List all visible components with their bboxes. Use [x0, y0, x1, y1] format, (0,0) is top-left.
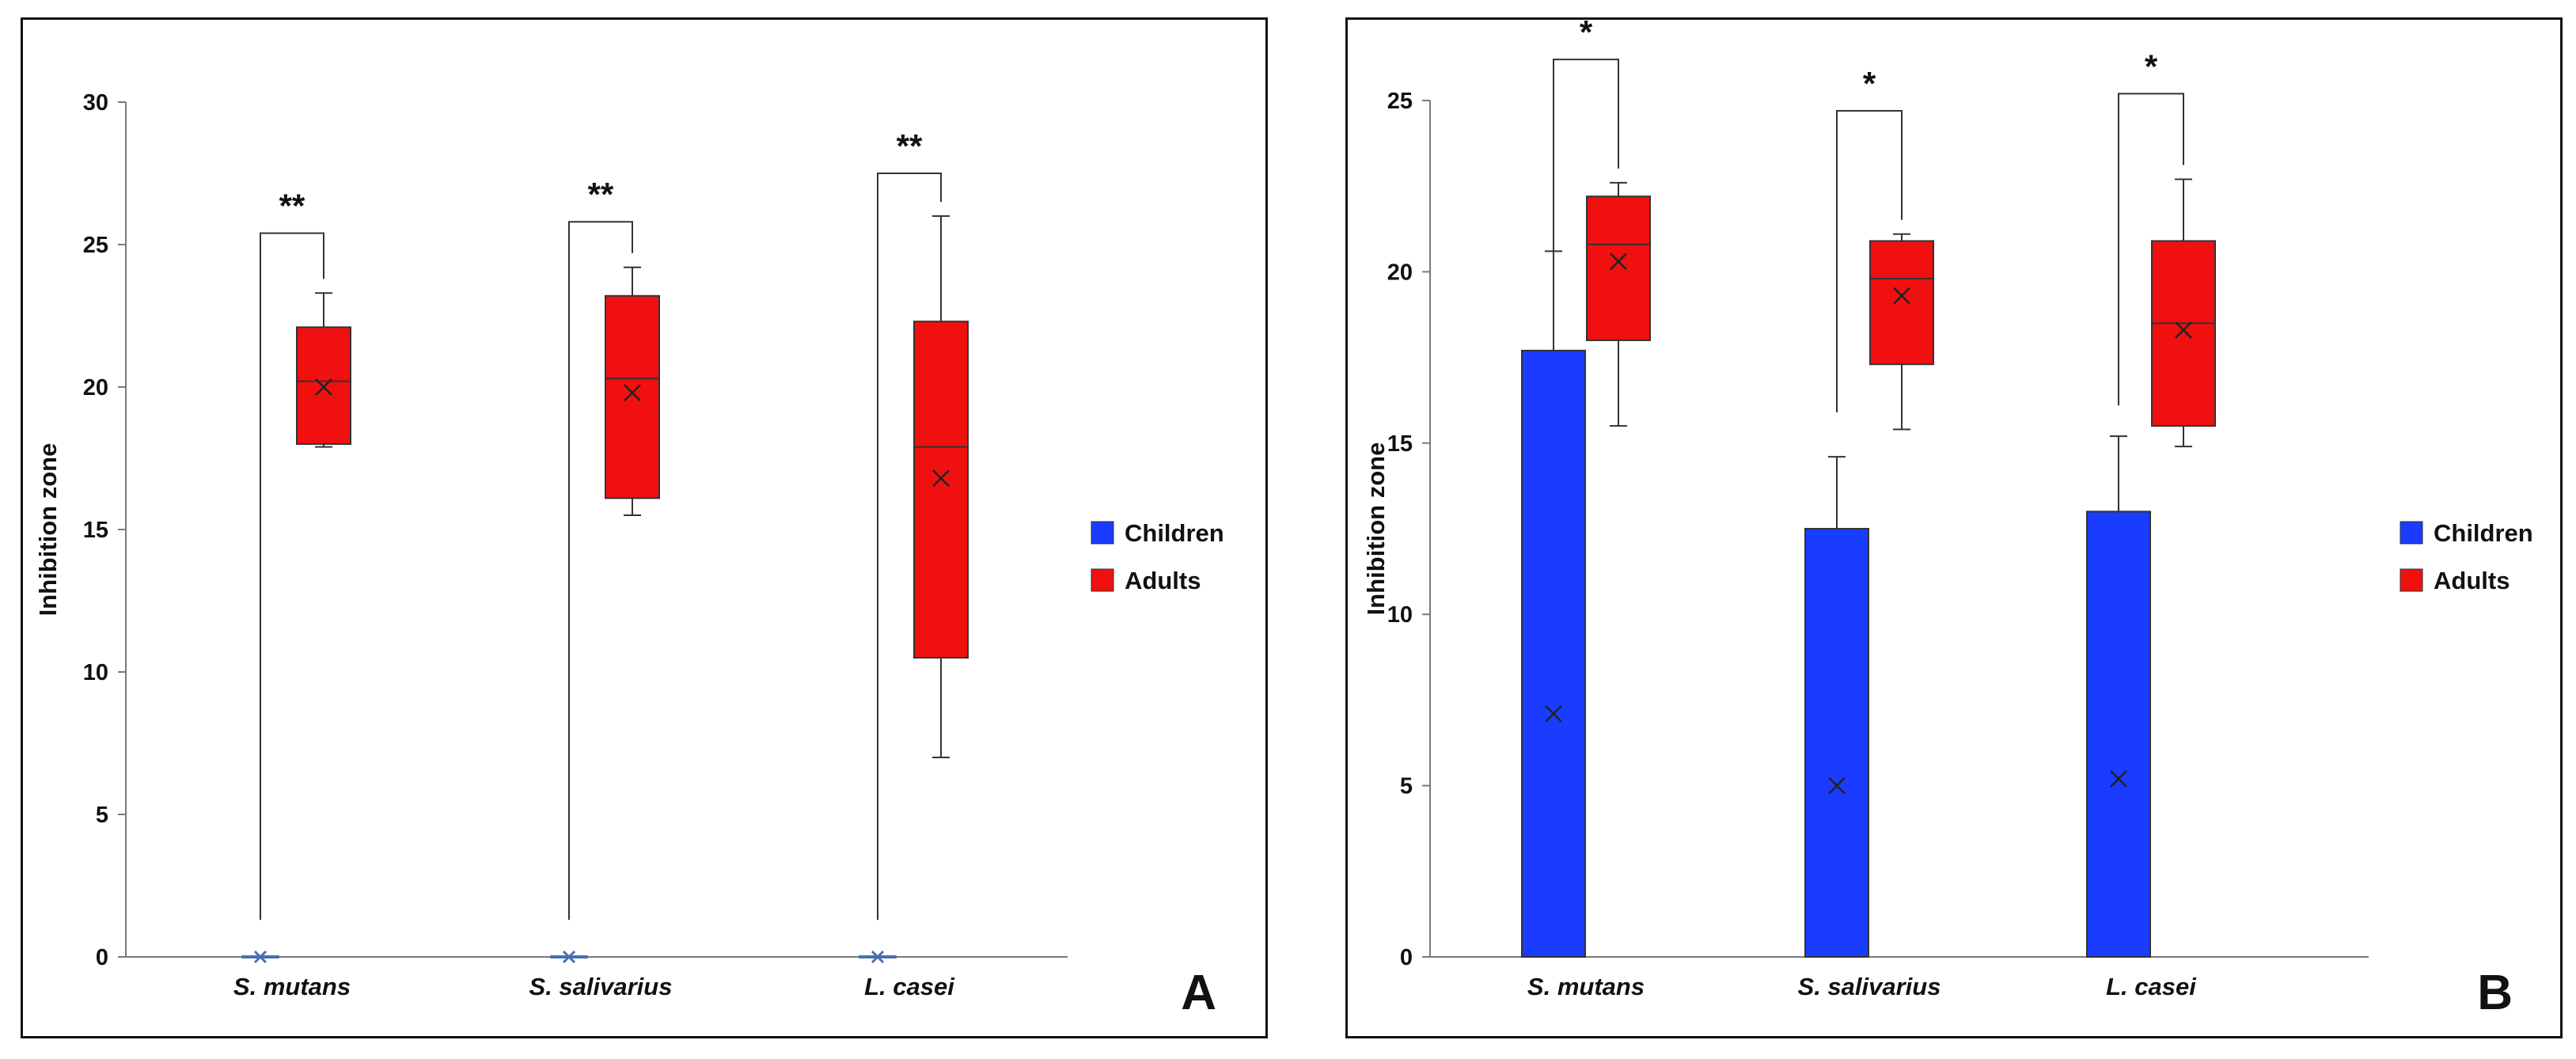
mean-marker: [315, 378, 332, 396]
significance-label: **: [588, 176, 614, 213]
box-body: [296, 326, 351, 445]
y-tick-label: 30: [83, 90, 108, 116]
significance-label: *: [1580, 20, 1593, 51]
mean-marker: [1828, 776, 1846, 795]
adults-box-3: [913, 215, 969, 758]
adults-box-1: [1586, 181, 1651, 427]
x-category-label: S. mutans: [1527, 973, 1645, 1000]
mean-marker: [2110, 770, 2127, 788]
chart-panel-b: 0 5 10 15 20 25 Inhibition zone S. mutans S. sal…: [1345, 17, 2563, 1038]
x-category-label: L. casei: [864, 973, 955, 1000]
mean-marker: [2175, 321, 2192, 339]
legend-swatch-children: [1091, 521, 1114, 545]
box-body: [1869, 240, 1934, 366]
legend-label: Children: [2434, 519, 2533, 547]
mean-marker: [624, 384, 641, 402]
legend-label: Adults: [1125, 567, 1201, 594]
y-axis-title: Inhibition zone: [34, 443, 62, 617]
mean-marker: [253, 950, 267, 964]
mean-marker: [1610, 252, 1627, 271]
significance-bracket: [568, 221, 633, 920]
y-axis-title: Inhibition zone: [1362, 442, 1390, 616]
children-box-2: [1804, 456, 1869, 958]
significance-bracket: [877, 173, 942, 920]
box-body: [2151, 240, 2216, 427]
y-tick-label: 25: [83, 233, 108, 258]
y-tick-label: 10: [83, 660, 108, 685]
chart-b-svg: 0 5 10 15 20 25 Inhibition zone S. mutans S. sal…: [1362, 20, 2533, 1020]
mean-marker: [562, 950, 576, 964]
adults-box-3: [2151, 178, 2216, 448]
panel-label: A: [1181, 966, 1216, 1020]
legend-swatch-adults: [1091, 568, 1114, 592]
significance-bracket: [260, 232, 324, 920]
y-tick-label: 15: [1387, 431, 1413, 457]
y-tick-label: 25: [1387, 89, 1413, 114]
y-tick-label: 5: [1400, 774, 1413, 799]
x-category-label: S. salivarius: [529, 973, 673, 1000]
children-box-2: [550, 950, 588, 964]
y-tick-label: 0: [96, 945, 108, 970]
box-body: [913, 321, 969, 659]
y-tick-label: 5: [96, 803, 108, 828]
legend-label: Children: [1125, 519, 1224, 547]
adults-box-2: [605, 266, 660, 516]
legend-label: Adults: [2434, 567, 2510, 594]
box-body: [1804, 528, 1869, 958]
x-category-label: S. mutans: [233, 973, 351, 1000]
y-tick-label: 0: [1400, 945, 1413, 970]
children-box-3: [859, 950, 897, 964]
panel-label: B: [2477, 966, 2513, 1020]
chart-a-svg: 0 5 10 15 20 25 30 Inhibition zone S. mutans S. s…: [34, 90, 1224, 1020]
y-tick-label: 10: [1387, 602, 1413, 628]
adults-box-2: [1869, 233, 1934, 431]
y-tick-label: 20: [83, 375, 108, 400]
x-category-label: L. casei: [2106, 973, 2197, 1000]
adults-box-1: [296, 292, 351, 448]
significance-label: **: [897, 127, 923, 165]
y-tick-label: 15: [83, 518, 108, 543]
children-box-3: [2086, 435, 2151, 958]
legend-swatch-children: [2400, 521, 2423, 545]
x-category-label: S. salivarius: [1798, 973, 1941, 1000]
children-box-1: [241, 950, 279, 964]
box-body: [1586, 195, 1651, 341]
mean-marker: [871, 950, 885, 964]
y-tick-label: 20: [1387, 260, 1413, 285]
significance-label: *: [2145, 47, 2158, 85]
box-body: [2086, 511, 2151, 958]
significance-bracket: [2118, 93, 2184, 406]
chart-panel-a: 0 5 10 15 20 25 30 Inhibition zone S. mutans S. s…: [21, 17, 1268, 1038]
box-body: [605, 294, 660, 499]
mean-marker: [1545, 704, 1562, 723]
mean-marker: [1893, 287, 1910, 305]
legend-swatch-adults: [2400, 568, 2423, 592]
significance-label: *: [1863, 65, 1876, 102]
children-box-1: [1521, 250, 1586, 958]
mean-marker: [932, 469, 950, 488]
box-body: [1521, 349, 1586, 958]
significance-bracket: [1836, 109, 1903, 412]
significance-label: **: [279, 188, 305, 225]
significance-bracket: [1553, 59, 1619, 252]
